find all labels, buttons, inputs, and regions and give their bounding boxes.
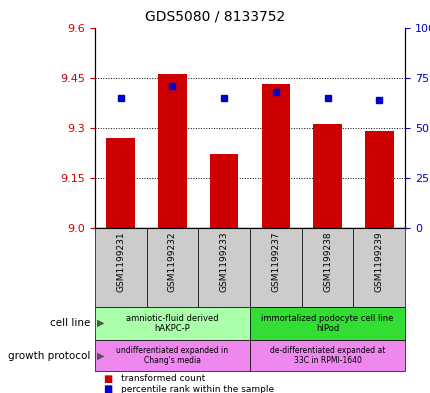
Bar [249,228,301,307]
Bar [158,74,186,228]
Text: undifferentiated expanded in
Chang's media: undifferentiated expanded in Chang's med… [116,346,228,365]
Bar [95,307,249,340]
Text: GSM1199232: GSM1199232 [168,232,176,292]
Text: amniotic-fluid derived
hAKPC-P: amniotic-fluid derived hAKPC-P [126,314,218,333]
Bar [106,138,135,228]
Bar [146,228,198,307]
Text: percentile rank within the sample: percentile rank within the sample [120,385,273,393]
Text: growth protocol: growth protocol [8,351,90,361]
Text: transformed count: transformed count [120,375,204,383]
Bar [261,84,289,228]
Text: cell line: cell line [50,318,90,328]
Bar [249,340,404,371]
Text: ■: ■ [103,384,112,393]
Text: GSM1199239: GSM1199239 [374,232,383,292]
Bar [209,154,238,228]
Text: ▶: ▶ [97,318,104,328]
Bar [313,124,341,228]
Text: de-differentiated expanded at
33C in RPMI-1640: de-differentiated expanded at 33C in RPM… [269,346,384,365]
Bar [301,228,353,307]
Text: GSM1199238: GSM1199238 [322,232,331,292]
Bar [364,131,393,228]
Text: GSM1199233: GSM1199233 [219,232,228,292]
Bar [95,228,146,307]
Text: ▶: ▶ [97,351,104,361]
Text: immortalized podocyte cell line
hIPod: immortalized podocyte cell line hIPod [261,314,393,333]
Bar [95,340,249,371]
Text: GSM1199231: GSM1199231 [116,232,125,292]
Text: ■: ■ [103,374,112,384]
Bar [353,228,404,307]
Bar [198,228,249,307]
Text: GDS5080 / 8133752: GDS5080 / 8133752 [145,10,285,24]
Bar [249,307,404,340]
Text: GSM1199237: GSM1199237 [271,232,280,292]
